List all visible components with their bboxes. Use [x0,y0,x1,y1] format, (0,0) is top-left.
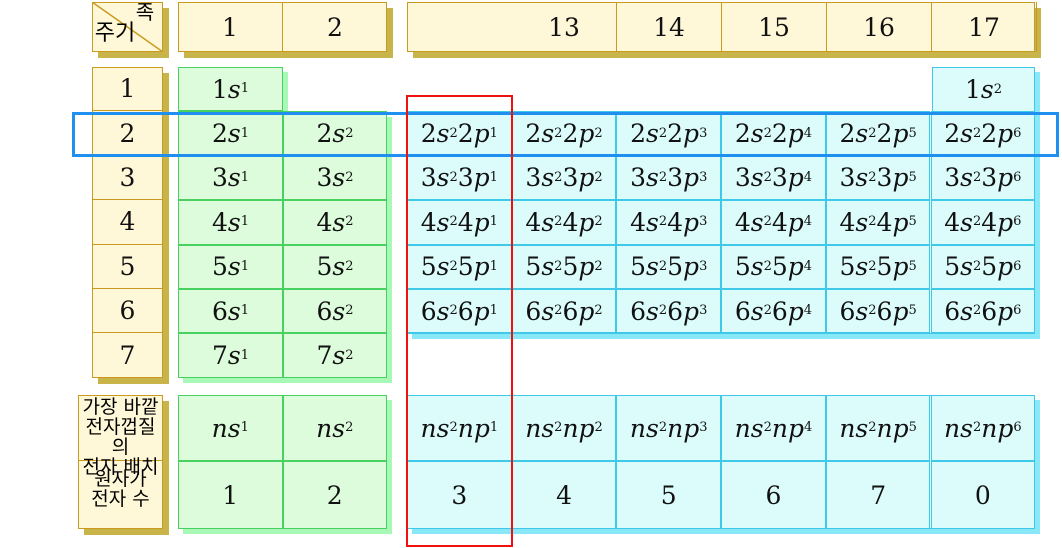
group-header-cell: 13 [512,2,617,52]
group-header-cell: 2 [327,12,343,42]
valence-count-cell: 6 [721,461,826,529]
outer-config-cell: ns 2 np 4 [721,395,826,461]
label-line: 가장 바깥 [82,396,159,418]
group-header-cell: 17 [932,2,1037,52]
outer-config-cell: ns 2 np 2 [511,395,617,461]
outer-config-cell: ns 2 np 6 [930,395,1036,461]
outer-config-cell: ns 1 [178,395,283,461]
label-line: 전자 수 [91,488,150,510]
valence-count-cell: 5 [616,461,722,529]
valence-count-cell: 2 [282,461,387,529]
period-cell: 6 [92,289,163,334]
period-column [92,67,163,378]
period-cell: 4 [92,200,163,245]
group-axis-label: 족 [135,0,155,24]
outer-config-cell: ns 2 [282,395,387,461]
valence-label: 원자가 전자 수 [78,461,163,529]
group-header-cell: 15 [722,2,827,52]
group-header-cell: 16 [827,2,932,52]
outer-config-label: 가장 바깥 전자껍질의 전자 배치 [78,395,163,477]
period-axis-label: 주기 [94,21,136,46]
label-line: 전자껍질의 [85,416,156,458]
valence-count-cell: 0 [930,461,1036,529]
outer-config-cell: ns 2 np 1 [407,395,512,461]
valence-count-cell: 4 [511,461,617,529]
period-cell: 1 [92,67,163,112]
label-line: 원자가 [94,468,147,490]
group-header-cell: 1 [178,2,283,52]
label-line: 전자 배치 [82,456,159,478]
period-cell: 3 [92,156,163,201]
period-2-highlight [72,112,1059,157]
period-cell: 7 [119,341,136,371]
group-header-cell: 18 [1035,2,1062,52]
group-13-highlight [406,95,513,547]
valence-count-cell: 7 [825,461,931,529]
outer-config-cell: ns 2 np 5 [825,395,931,461]
summary-label-column [78,395,163,529]
period-cell: 5 [92,245,163,289]
corner-diagonal [91,1,164,53]
valence-count-cell: 1 [178,461,283,529]
group-header-cell: 14 [617,2,722,52]
outer-config-cell: ns 2 np 3 [616,395,722,461]
